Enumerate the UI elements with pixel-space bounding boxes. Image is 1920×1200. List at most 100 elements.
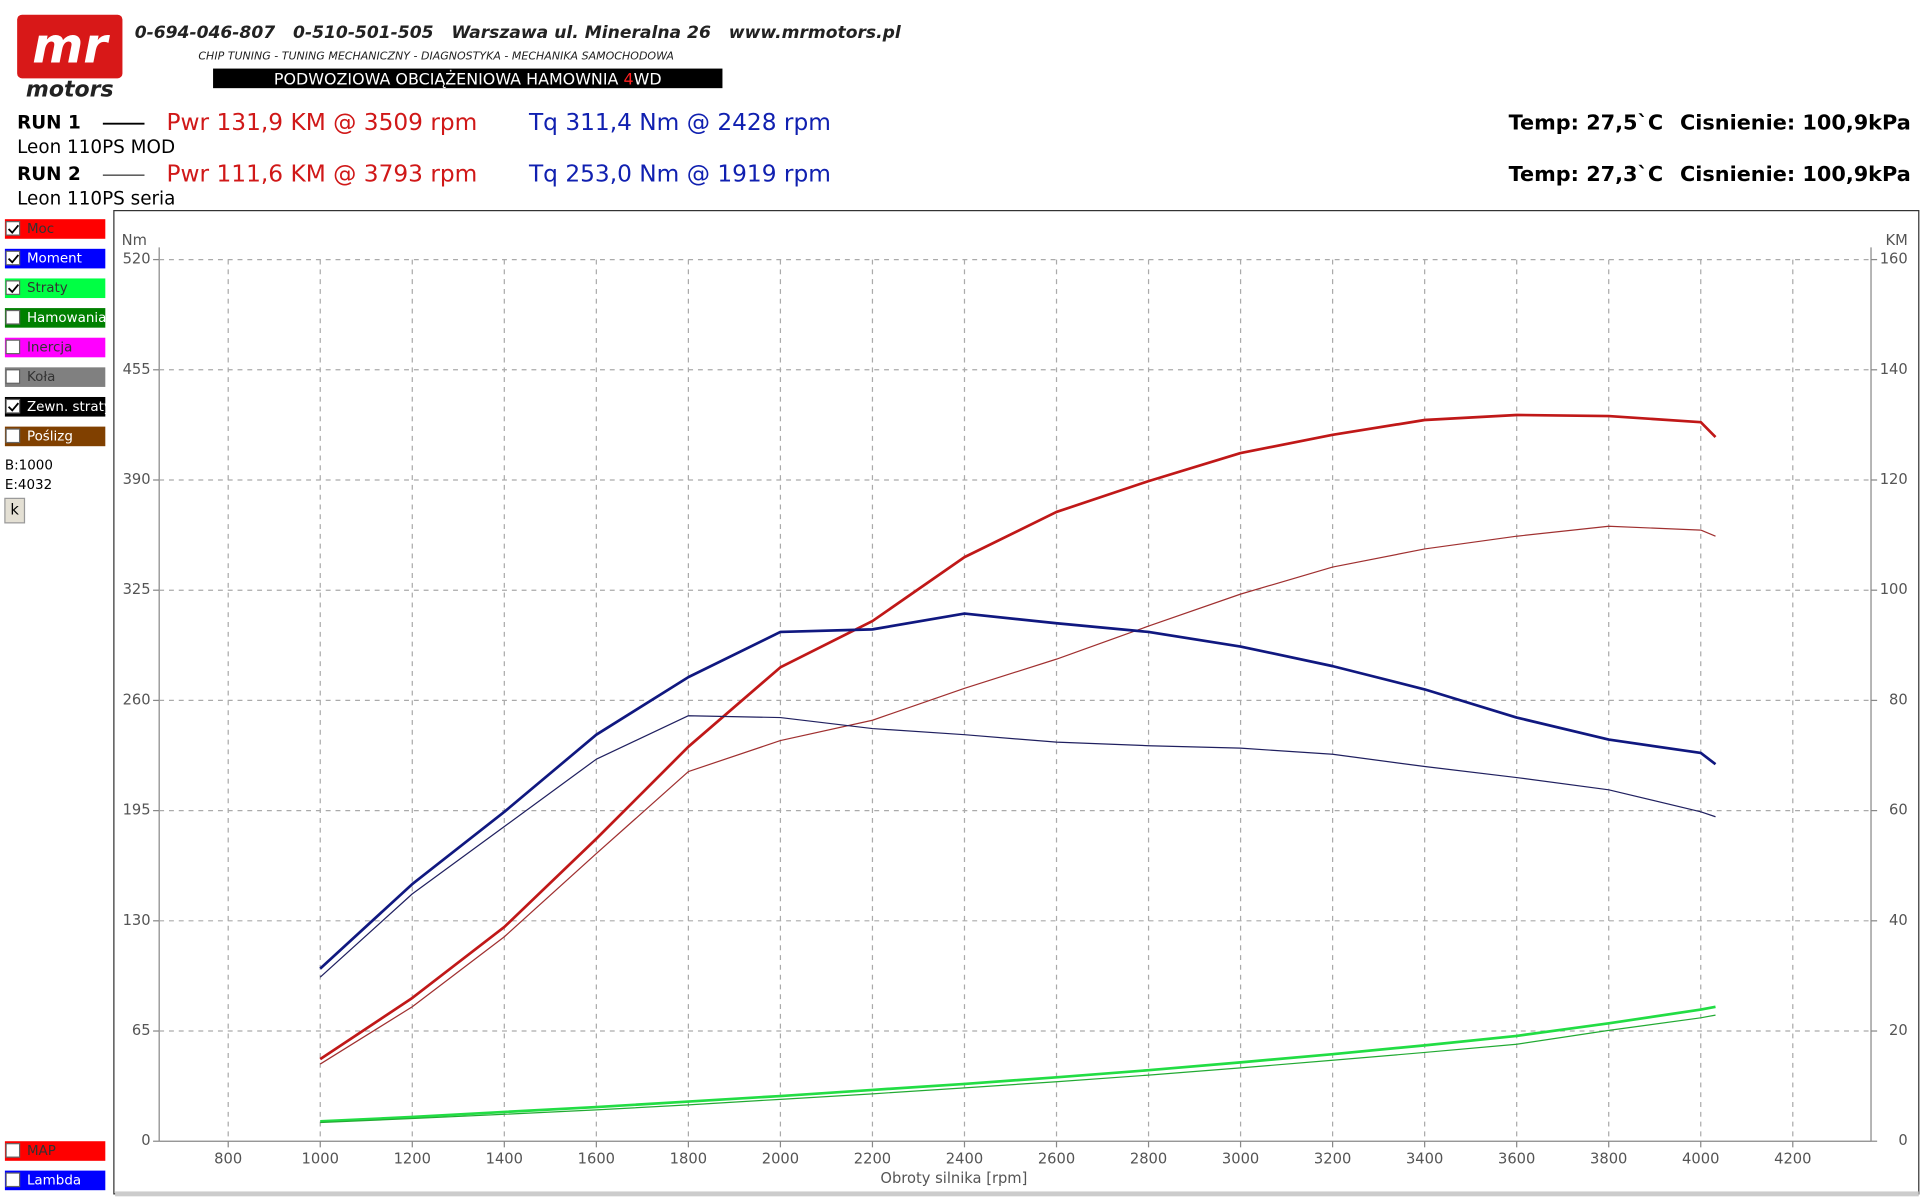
checkmark bbox=[7, 283, 20, 294]
run-temp: Temp: 27,3`C bbox=[1509, 162, 1664, 186]
y2-tick-label: 140 bbox=[1880, 361, 1908, 378]
y-tick-label: 390 bbox=[123, 471, 151, 488]
channel-label: Poślizg bbox=[27, 428, 73, 444]
checkmark bbox=[7, 254, 20, 264]
services: CHIP TUNING - TUNING MECHANICZNY - DIAGN… bbox=[198, 49, 674, 62]
y2-tick-label: 120 bbox=[1880, 471, 1908, 488]
logo-bottom: motors bbox=[26, 78, 114, 103]
run-torque: Tq 253,0 Nm @ 1919 rpm bbox=[528, 161, 831, 188]
x-tick-label: 800 bbox=[214, 1151, 242, 1168]
button-label[interactable]: k bbox=[10, 502, 19, 519]
x-tick-label: 2400 bbox=[946, 1151, 983, 1168]
series-line bbox=[319, 413, 1717, 1061]
y2-tick-label: 80 bbox=[1889, 691, 1908, 708]
series-line bbox=[319, 715, 1716, 978]
run-car: Leon 110PS seria bbox=[17, 189, 175, 210]
y-tick-label: 65 bbox=[132, 1022, 151, 1039]
channel-color bbox=[4, 337, 106, 358]
channel-label: Lambda bbox=[27, 1173, 81, 1188]
y2-tick-label: 100 bbox=[1880, 581, 1908, 598]
channel-toggle[interactable]: Straty bbox=[4, 278, 106, 299]
channel-toggle[interactable]: Lambda bbox=[4, 1170, 106, 1191]
checkbox bbox=[5, 428, 21, 444]
button[interactable] bbox=[4, 497, 26, 524]
channel-toggle[interactable]: Moment bbox=[4, 248, 106, 269]
checkbox bbox=[5, 309, 21, 325]
channel-label: MAP bbox=[27, 1144, 56, 1159]
channel-label: Hamowania bbox=[27, 311, 106, 326]
banner-text: 4 bbox=[623, 69, 633, 88]
contact: 0-694-046-807 0-510-501-505 Warszawa ul.… bbox=[135, 23, 902, 43]
run-power: Pwr 131,9 KM @ 3509 rpm bbox=[167, 109, 478, 136]
y-tick-label: 520 bbox=[123, 251, 151, 268]
channel-toggle[interactable]: Koła bbox=[4, 367, 106, 387]
channel-toggle[interactable]: Inercja bbox=[4, 337, 106, 358]
x-tick-label: 2800 bbox=[1130, 1151, 1167, 1168]
run-torque: Tq 311,4 Nm @ 2428 rpm bbox=[528, 109, 831, 136]
checkbox bbox=[5, 1143, 21, 1158]
y-tick-label: 325 bbox=[123, 581, 151, 598]
x-tick-label: 4000 bbox=[1682, 1151, 1719, 1168]
x-tick-label: 4200 bbox=[1774, 1151, 1811, 1168]
run-label: RUN 2 bbox=[17, 164, 81, 185]
y-tick-label: 130 bbox=[123, 912, 151, 929]
y-tick-label: 195 bbox=[123, 802, 151, 819]
logo-top: mr bbox=[32, 17, 110, 74]
channel-color bbox=[4, 396, 106, 417]
checkmark bbox=[7, 224, 20, 235]
channel-label: Zewn. straty bbox=[27, 400, 112, 415]
channel-toggle[interactable]: Poślizg bbox=[4, 426, 106, 447]
channel-label: Straty bbox=[27, 281, 68, 296]
channel-toggle[interactable]: Hamowania bbox=[4, 308, 106, 328]
series-line bbox=[320, 1014, 1716, 1124]
channel-color bbox=[4, 426, 106, 447]
x-axis-title: Obroty silnika [rpm] bbox=[880, 1170, 1027, 1187]
x-tick-label: 1600 bbox=[578, 1151, 615, 1168]
x-tick-label: 3000 bbox=[1222, 1151, 1259, 1168]
y-axis-title: Nm bbox=[122, 232, 147, 249]
channel-toggle[interactable]: Zewn. straty bbox=[4, 396, 112, 417]
run-power: Pwr 111,6 KM @ 3793 rpm bbox=[167, 161, 478, 188]
logo-box bbox=[17, 14, 123, 79]
series-line bbox=[319, 612, 1717, 970]
plot: 0 65 130 195 260 325 390 455 520 0 20 40 60 80 100 120 1… bbox=[122, 232, 1908, 1187]
banner-text: PODWOZIOWA OBCIĄŻENIOWA HAMOWNIA bbox=[274, 69, 624, 88]
series-line bbox=[320, 1005, 1716, 1123]
y-tick-label: 260 bbox=[123, 691, 151, 708]
channel-color bbox=[4, 367, 106, 387]
x-tick-label: 2600 bbox=[1038, 1151, 1075, 1168]
channel-label: Koła bbox=[27, 370, 55, 385]
channel-toggle[interactable]: MAP bbox=[4, 1141, 106, 1161]
run-temp: Temp: 27,5`C bbox=[1509, 111, 1664, 135]
x-tick-label: 1800 bbox=[670, 1151, 707, 1168]
x-tick-label: 1000 bbox=[302, 1151, 339, 1168]
channel-color bbox=[4, 278, 106, 299]
x-tick-label: 2200 bbox=[854, 1151, 891, 1168]
run-pressure: Cisnienie: 100,9kPa bbox=[1680, 111, 1911, 135]
checkbox bbox=[5, 398, 21, 414]
scroll bbox=[115, 1191, 1919, 1197]
channel-color bbox=[4, 219, 106, 239]
checkmark bbox=[7, 402, 20, 412]
x-tick-label: 1200 bbox=[394, 1151, 431, 1168]
banner-text: WD bbox=[634, 69, 662, 88]
channel-label: Moment bbox=[27, 252, 82, 267]
banner-bar bbox=[213, 68, 723, 89]
y2-tick-label: 60 bbox=[1889, 802, 1908, 819]
channel-toggle[interactable]: Moc bbox=[4, 219, 106, 239]
channel-color bbox=[4, 1141, 106, 1161]
channel-color bbox=[4, 308, 106, 328]
x-tick-label: 3600 bbox=[1498, 1151, 1535, 1168]
run-label: RUN 1 bbox=[17, 113, 81, 134]
series-line bbox=[319, 525, 1716, 1065]
range-begin: B:1000 bbox=[5, 458, 53, 473]
x-tick-label: 3200 bbox=[1314, 1151, 1351, 1168]
x-tick-label: 1400 bbox=[486, 1151, 523, 1168]
y2-tick-label: 40 bbox=[1889, 912, 1908, 929]
channel-label: Inercja bbox=[27, 341, 72, 356]
run-car: Leon 110PS MOD bbox=[17, 137, 175, 158]
y2-tick-label: 0 bbox=[1898, 1132, 1907, 1149]
checkbox bbox=[5, 369, 21, 384]
channel-label: Moc bbox=[27, 222, 54, 237]
checkbox bbox=[5, 221, 21, 236]
